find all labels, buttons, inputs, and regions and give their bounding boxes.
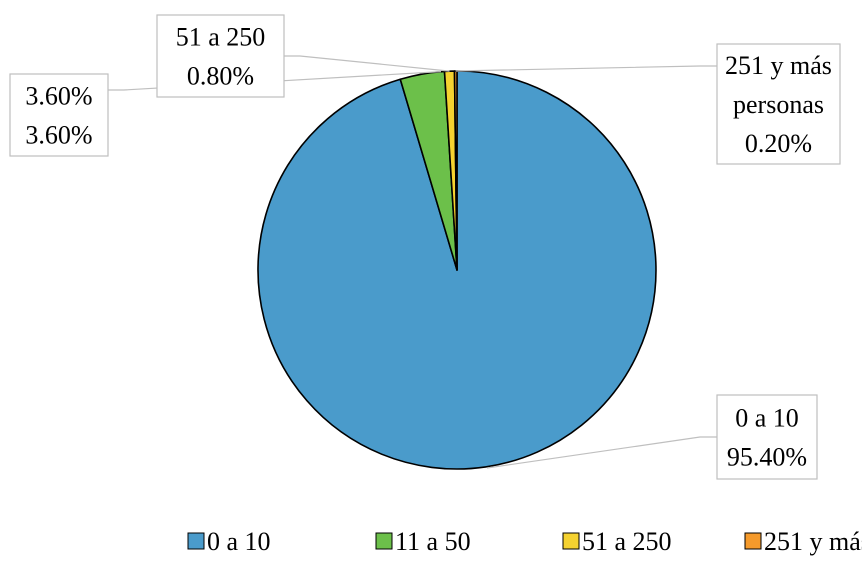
legend-label-251-y-m-s-personas: 251 y más personas — [764, 527, 862, 556]
data-label-value-0-a-10: 95.40% — [727, 443, 807, 472]
legend-item-11-a-50: 11 a 50 — [375, 527, 471, 556]
legend-swatch-11-a-50 — [375, 532, 393, 550]
legend-item-251-y-m-s-personas: 251 y más personas — [744, 527, 862, 556]
legend-swatch-251-y-m-s-personas — [744, 532, 762, 550]
legend-label-11-a-50: 11 a 50 — [395, 527, 471, 556]
data-label-box-0-a-10 — [716, 394, 818, 480]
data-label-name-251-y-m-s-personas: 251 y más — [725, 51, 832, 80]
legend: 0 a 10 11 a 50 51 a 250 251 y más personas — [187, 527, 862, 556]
leader-line-251-y-m-s-personas — [455, 65, 717, 72]
data-label-value-51-a-250: 0.80% — [187, 62, 254, 91]
legend-swatch-0-a-10 — [187, 532, 205, 550]
pie-slices — [257, 70, 657, 470]
leader-line-11-a-50 — [108, 71, 442, 91]
data-label-name-251-y-m-s-personas: personas — [733, 90, 824, 119]
data-label-value-251-y-m-s-personas: 0.20% — [745, 129, 812, 158]
leader-line-0-a-10 — [486, 436, 717, 469]
data-labels: 0 a 10 95.40% 3.60% 3.60% 51 a 250 0.80% 251 y… — [9, 14, 841, 480]
data-label-box-11-a-50 — [9, 73, 109, 157]
legend-label-51-a-250: 51 a 250 — [582, 527, 672, 556]
legend-item-0-a-10: 0 a 10 — [187, 527, 271, 556]
data-label-name-51-a-250: 51 a 250 — [176, 23, 266, 52]
legend-swatch-51-a-250 — [562, 532, 580, 550]
data-label-box-251-y-m-s-personas — [716, 43, 841, 165]
legend-label-0-a-10: 0 a 10 — [207, 527, 271, 556]
legend-item-51-a-250: 51 a 250 — [562, 527, 672, 556]
leader-line-51-a-250 — [284, 55, 450, 72]
data-label-name-11-a-50: 3.60% — [25, 82, 92, 111]
data-label-box-51-a-250 — [156, 14, 285, 98]
data-label-value-11-a-50: 3.60% — [25, 121, 92, 150]
data-label-name-0-a-10: 0 a 10 — [735, 404, 799, 433]
